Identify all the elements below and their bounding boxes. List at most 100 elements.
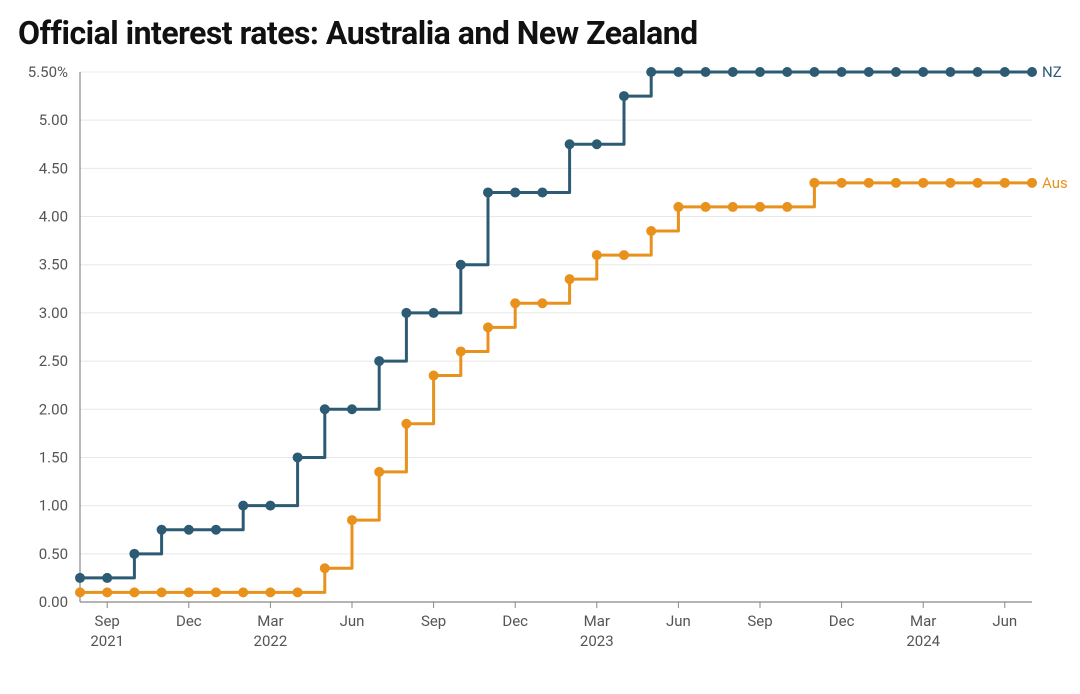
series-marker-nz bbox=[919, 68, 928, 77]
series-marker-aus bbox=[511, 299, 520, 308]
series-marker-nz bbox=[756, 68, 765, 77]
x-axis-year-label: 2024 bbox=[906, 632, 940, 650]
x-axis-label: Sep bbox=[421, 612, 446, 630]
series-marker-aus bbox=[348, 516, 357, 525]
series-marker-nz bbox=[184, 525, 193, 534]
series-marker-nz bbox=[157, 525, 166, 534]
series-marker-aus bbox=[184, 588, 193, 597]
series-marker-aus bbox=[266, 588, 275, 597]
series-marker-nz bbox=[76, 573, 85, 582]
series-marker-nz bbox=[538, 188, 547, 197]
x-axis-label: Dec bbox=[176, 612, 202, 630]
series-marker-nz bbox=[293, 453, 302, 462]
y-axis-label: 1.50 bbox=[39, 448, 68, 466]
series-marker-nz bbox=[348, 405, 357, 414]
series-marker-aus bbox=[647, 227, 656, 236]
series-marker-aus bbox=[320, 564, 329, 573]
series-label-nz: NZ bbox=[1042, 63, 1062, 81]
series-line-nz bbox=[80, 72, 1032, 578]
y-axis-label: 0.50 bbox=[39, 545, 68, 563]
series-marker-aus bbox=[1000, 178, 1009, 187]
x-axis-year-label: 2022 bbox=[254, 632, 288, 650]
series-marker-nz bbox=[130, 549, 139, 558]
series-marker-aus bbox=[375, 467, 384, 476]
series-marker-aus bbox=[212, 588, 221, 597]
series-marker-aus bbox=[674, 202, 683, 211]
series-marker-aus bbox=[919, 178, 928, 187]
x-axis-label: Jun bbox=[666, 612, 691, 630]
series-marker-aus bbox=[810, 178, 819, 187]
series-marker-aus bbox=[864, 178, 873, 187]
y-axis-label: 3.50 bbox=[39, 256, 68, 274]
series-marker-nz bbox=[1000, 68, 1009, 77]
series-marker-aus bbox=[76, 588, 85, 597]
y-axis-label: 0.00 bbox=[39, 593, 68, 611]
y-axis-label: 3.00 bbox=[39, 304, 68, 322]
series-marker-nz bbox=[783, 68, 792, 77]
series-marker-aus bbox=[484, 323, 493, 332]
series-marker-nz bbox=[701, 68, 710, 77]
x-axis-year-label: 2021 bbox=[90, 632, 124, 650]
series-marker-aus bbox=[429, 371, 438, 380]
x-axis-label: Jun bbox=[992, 612, 1017, 630]
x-axis-label: Mar bbox=[910, 612, 936, 630]
series-marker-nz bbox=[647, 68, 656, 77]
series-marker-aus bbox=[592, 251, 601, 260]
series-marker-nz bbox=[946, 68, 955, 77]
series-marker-aus bbox=[565, 275, 574, 284]
series-marker-aus bbox=[728, 202, 737, 211]
series-marker-nz bbox=[620, 92, 629, 101]
x-axis-label: Mar bbox=[257, 612, 283, 630]
x-axis-label: Mar bbox=[584, 612, 610, 630]
x-axis-label: Sep bbox=[95, 612, 120, 630]
y-axis-label: 5.00 bbox=[39, 111, 68, 129]
series-marker-nz bbox=[592, 140, 601, 149]
series-marker-aus bbox=[837, 178, 846, 187]
series-marker-aus bbox=[892, 178, 901, 187]
y-axis-label: 5.50% bbox=[28, 63, 68, 81]
series-marker-nz bbox=[375, 357, 384, 366]
x-axis-label: Dec bbox=[502, 612, 528, 630]
series-marker-aus bbox=[701, 202, 710, 211]
series-marker-aus bbox=[620, 251, 629, 260]
series-marker-nz bbox=[810, 68, 819, 77]
x-axis-label: Jun bbox=[340, 612, 365, 630]
series-marker-nz bbox=[266, 501, 275, 510]
series-marker-nz bbox=[565, 140, 574, 149]
series-marker-nz bbox=[892, 68, 901, 77]
series-marker-nz bbox=[837, 68, 846, 77]
x-axis-label: Sep bbox=[747, 612, 772, 630]
series-marker-aus bbox=[103, 588, 112, 597]
series-marker-nz bbox=[1028, 68, 1037, 77]
y-axis-label: 4.50 bbox=[39, 159, 68, 177]
series-marker-aus bbox=[946, 178, 955, 187]
series-marker-aus bbox=[456, 347, 465, 356]
y-axis-label: 2.50 bbox=[39, 352, 68, 370]
series-marker-aus bbox=[973, 178, 982, 187]
series-marker-nz bbox=[864, 68, 873, 77]
x-axis-label: Dec bbox=[829, 612, 855, 630]
series-marker-aus bbox=[756, 202, 765, 211]
interest-rates-chart: 0.00 0.50 1.00 1.50 2.00 2.50 3.00 3.50 4.00 4.50… bbox=[0, 0, 1080, 694]
series-marker-nz bbox=[103, 573, 112, 582]
series-marker-nz bbox=[511, 188, 520, 197]
series-label-aus: Aus bbox=[1042, 174, 1068, 192]
series-marker-nz bbox=[429, 308, 438, 317]
series-marker-aus bbox=[1028, 178, 1037, 187]
series-marker-nz bbox=[973, 68, 982, 77]
series-marker-aus bbox=[293, 588, 302, 597]
series-marker-nz bbox=[402, 308, 411, 317]
series-marker-nz bbox=[239, 501, 248, 510]
series-marker-nz bbox=[456, 260, 465, 269]
series-marker-aus bbox=[157, 588, 166, 597]
chart-title: Official interest rates: Australia and N… bbox=[18, 14, 698, 52]
y-axis-label: 2.00 bbox=[39, 400, 68, 418]
y-axis-label: 1.00 bbox=[39, 497, 68, 515]
series-marker-nz bbox=[728, 68, 737, 77]
x-axis-year-label: 2023 bbox=[580, 632, 614, 650]
y-axis-label: 4.00 bbox=[39, 208, 68, 226]
series-marker-aus bbox=[130, 588, 139, 597]
series-marker-nz bbox=[674, 68, 683, 77]
series-marker-nz bbox=[320, 405, 329, 414]
series-marker-nz bbox=[484, 188, 493, 197]
